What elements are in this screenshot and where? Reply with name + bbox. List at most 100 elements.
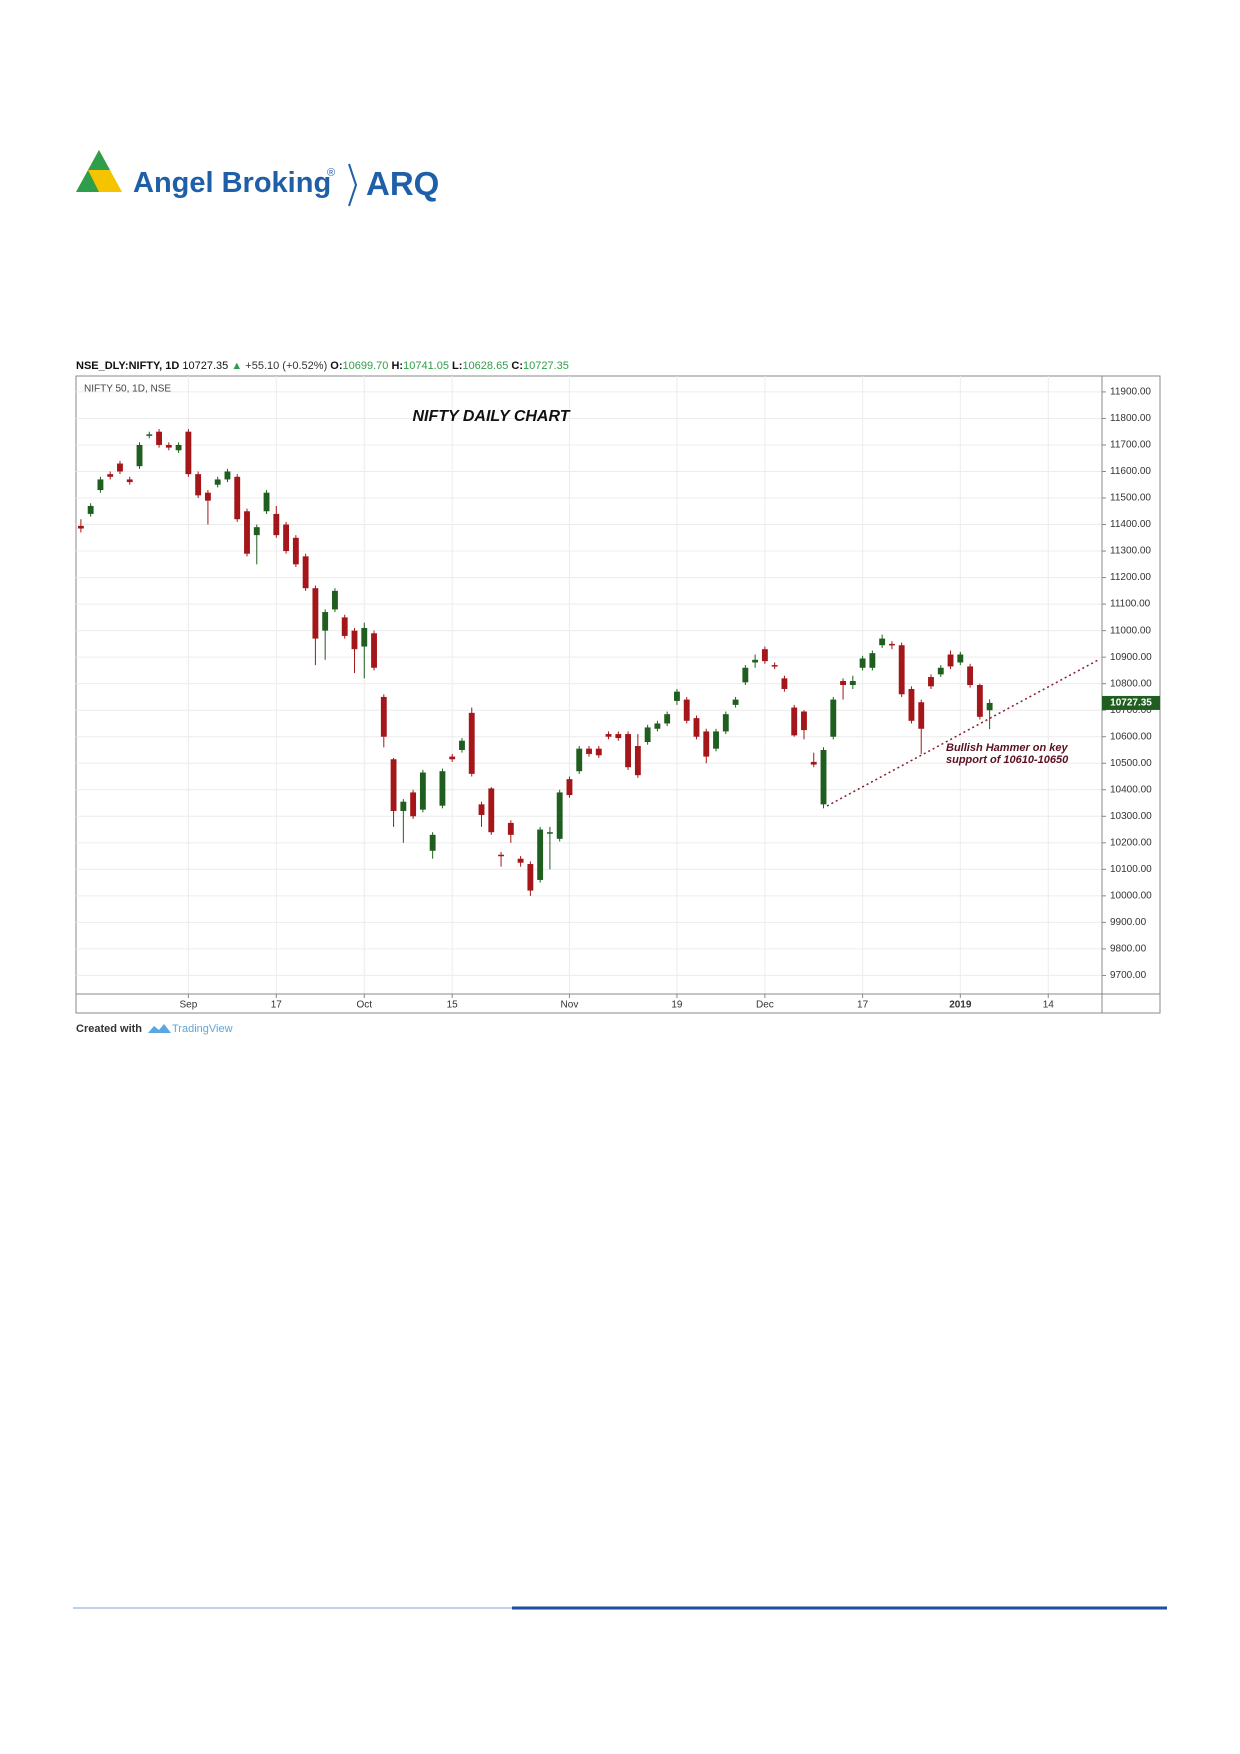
- y-tick-label: 10000.00: [1110, 891, 1152, 902]
- candle-body: [312, 588, 319, 639]
- registered-mark: ®: [327, 167, 335, 179]
- candle-body: [820, 749, 827, 805]
- candle-body: [390, 759, 397, 811]
- candle-body: [449, 756, 456, 760]
- candle-body: [576, 748, 583, 772]
- y-tick-label: 9800.00: [1110, 944, 1147, 955]
- y-tick-label: 11100.00: [1110, 599, 1151, 610]
- candle-body: [77, 525, 84, 529]
- candle-body: [185, 431, 192, 475]
- last-price-tag: [1102, 695, 1160, 710]
- y-tick-label: 10600.00: [1110, 731, 1152, 742]
- candle-body: [410, 792, 417, 817]
- candle-body: [849, 681, 856, 685]
- plot: 9700.00 9800.00 9900.00 10000.00 10100.00 102…: [76, 376, 1152, 1011]
- candle-body: [214, 479, 221, 485]
- candle-body: [107, 474, 114, 477]
- logo-separator: [348, 163, 358, 207]
- last-price-label: 10727.35: [1110, 698, 1152, 709]
- candle-body: [556, 792, 563, 839]
- last-price: 10727.35: [182, 360, 228, 372]
- candle-body: [586, 748, 592, 754]
- candle-body: [634, 746, 641, 776]
- candle-body: [527, 864, 534, 891]
- y-tick-label: 11200.00: [1110, 572, 1151, 583]
- candle-body: [468, 712, 475, 774]
- y-tick-label: 10200.00: [1110, 837, 1152, 848]
- candle-body: [204, 492, 211, 501]
- x-tick-label: 19: [671, 1000, 683, 1011]
- candle-body: [478, 804, 485, 815]
- candle-body: [459, 740, 465, 750]
- candle-body: [429, 834, 436, 851]
- y-tick-label: 10900.00: [1110, 652, 1152, 663]
- open-label: O:: [330, 360, 342, 372]
- candle-body: [165, 444, 172, 448]
- candle-body: [752, 659, 759, 663]
- y-tick-label: 10500.00: [1110, 758, 1152, 769]
- candle-body: [918, 702, 925, 729]
- y-tick-label: 9700.00: [1110, 970, 1147, 981]
- y-tick-label: 11500.00: [1110, 493, 1151, 504]
- candle-body: [537, 829, 544, 880]
- candle-body: [195, 474, 202, 496]
- candle-body: [791, 707, 798, 736]
- y-tick-label: 11000.00: [1110, 625, 1151, 636]
- candle-body: [928, 677, 934, 687]
- candle-body: [674, 691, 680, 701]
- candle-body: [224, 471, 231, 480]
- candle-body: [761, 649, 768, 662]
- y-tick-label: 10800.00: [1110, 678, 1152, 689]
- candle-body: [781, 678, 788, 689]
- candle-body: [253, 527, 260, 536]
- candle-body: [664, 714, 671, 724]
- up-arrow: ▲: [231, 360, 242, 372]
- candle-body: [244, 511, 250, 554]
- candle-body: [400, 801, 407, 811]
- quote-line: NSE_DLY:NIFTY, 1D 10727.35 ▲ +55.10 (+0.…: [76, 360, 569, 372]
- brand-name: Angel Broking: [133, 167, 331, 199]
- candle-body: [859, 658, 866, 668]
- x-tick-label: 15: [447, 1000, 459, 1011]
- symbol: NSE_DLY:NIFTY, 1D: [76, 360, 179, 372]
- logo: Angel Broking ® ARQ: [76, 150, 439, 207]
- candle-body: [97, 479, 104, 491]
- x-tick-label: 2019: [949, 1000, 972, 1011]
- candle-body: [830, 699, 837, 737]
- candle-body: [615, 734, 622, 739]
- y-tick-label: 10400.00: [1110, 784, 1152, 795]
- candle-body: [722, 714, 729, 732]
- x-tick-label: Sep: [179, 1000, 197, 1011]
- candle-body: [644, 727, 651, 743]
- candle-body: [967, 666, 974, 685]
- candle-body: [898, 645, 905, 695]
- candle-body: [292, 537, 299, 565]
- candle-body: [263, 492, 270, 512]
- annotation: support of 10610-10650: [946, 754, 1069, 766]
- x-tick-label: 17: [271, 1000, 283, 1011]
- candle-body: [771, 665, 778, 667]
- candle-body: [283, 524, 290, 552]
- candle-body: [625, 734, 632, 768]
- candle-body: [888, 643, 895, 646]
- y-tick-label: 10700.00: [1110, 705, 1152, 716]
- y-tick-label: 11700.00: [1110, 440, 1151, 451]
- x-tick-label: 17: [857, 1000, 869, 1011]
- product-name: ARQ: [366, 165, 439, 202]
- candle-body: [742, 667, 749, 683]
- candle-body: [879, 638, 886, 646]
- candle-body: [517, 858, 524, 863]
- candle-body: [175, 444, 182, 451]
- logo-mark: [88, 150, 110, 170]
- close-label: C:: [511, 360, 523, 372]
- candle-body: [332, 590, 338, 610]
- x-tick-label: Dec: [756, 1000, 774, 1011]
- candle-body: [937, 667, 944, 675]
- close-value: 10727.35: [523, 360, 569, 372]
- open-value: 10699.70: [343, 360, 389, 372]
- candle-body: [976, 685, 983, 717]
- low-value: 10628.65: [462, 360, 508, 372]
- candle-body: [595, 748, 602, 756]
- candle-body: [546, 832, 553, 834]
- y-tick-label: 11900.00: [1110, 387, 1151, 398]
